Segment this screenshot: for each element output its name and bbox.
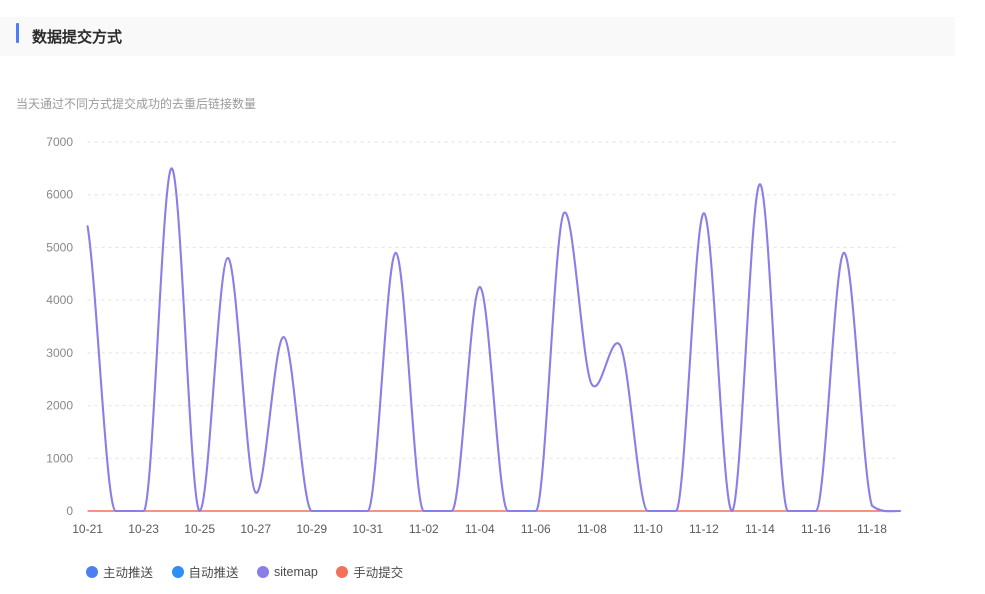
svg-text:11-12: 11-12 [689, 522, 719, 536]
svg-text:10-23: 10-23 [128, 522, 159, 536]
svg-text:10-25: 10-25 [184, 522, 215, 536]
svg-text:11-02: 11-02 [409, 522, 439, 536]
svg-text:11-08: 11-08 [577, 522, 607, 536]
svg-text:11-16: 11-16 [801, 522, 831, 536]
svg-text:1000: 1000 [46, 451, 73, 465]
svg-text:6000: 6000 [46, 188, 73, 202]
svg-text:11-06: 11-06 [521, 522, 551, 536]
svg-text:10-27: 10-27 [240, 522, 271, 536]
svg-text:11-04: 11-04 [465, 522, 495, 536]
svg-text:3000: 3000 [46, 346, 73, 360]
svg-text:10-29: 10-29 [296, 522, 327, 536]
svg-text:4000: 4000 [46, 293, 73, 307]
svg-text:11-14: 11-14 [745, 522, 775, 536]
svg-text:2000: 2000 [46, 399, 73, 413]
svg-text:11-18: 11-18 [857, 522, 887, 536]
svg-text:5000: 5000 [46, 240, 73, 254]
svg-text:0: 0 [66, 504, 73, 518]
svg-text:10-21: 10-21 [72, 522, 103, 536]
svg-text:7000: 7000 [46, 135, 73, 149]
svg-text:11-10: 11-10 [633, 522, 663, 536]
svg-text:10-31: 10-31 [352, 522, 383, 536]
